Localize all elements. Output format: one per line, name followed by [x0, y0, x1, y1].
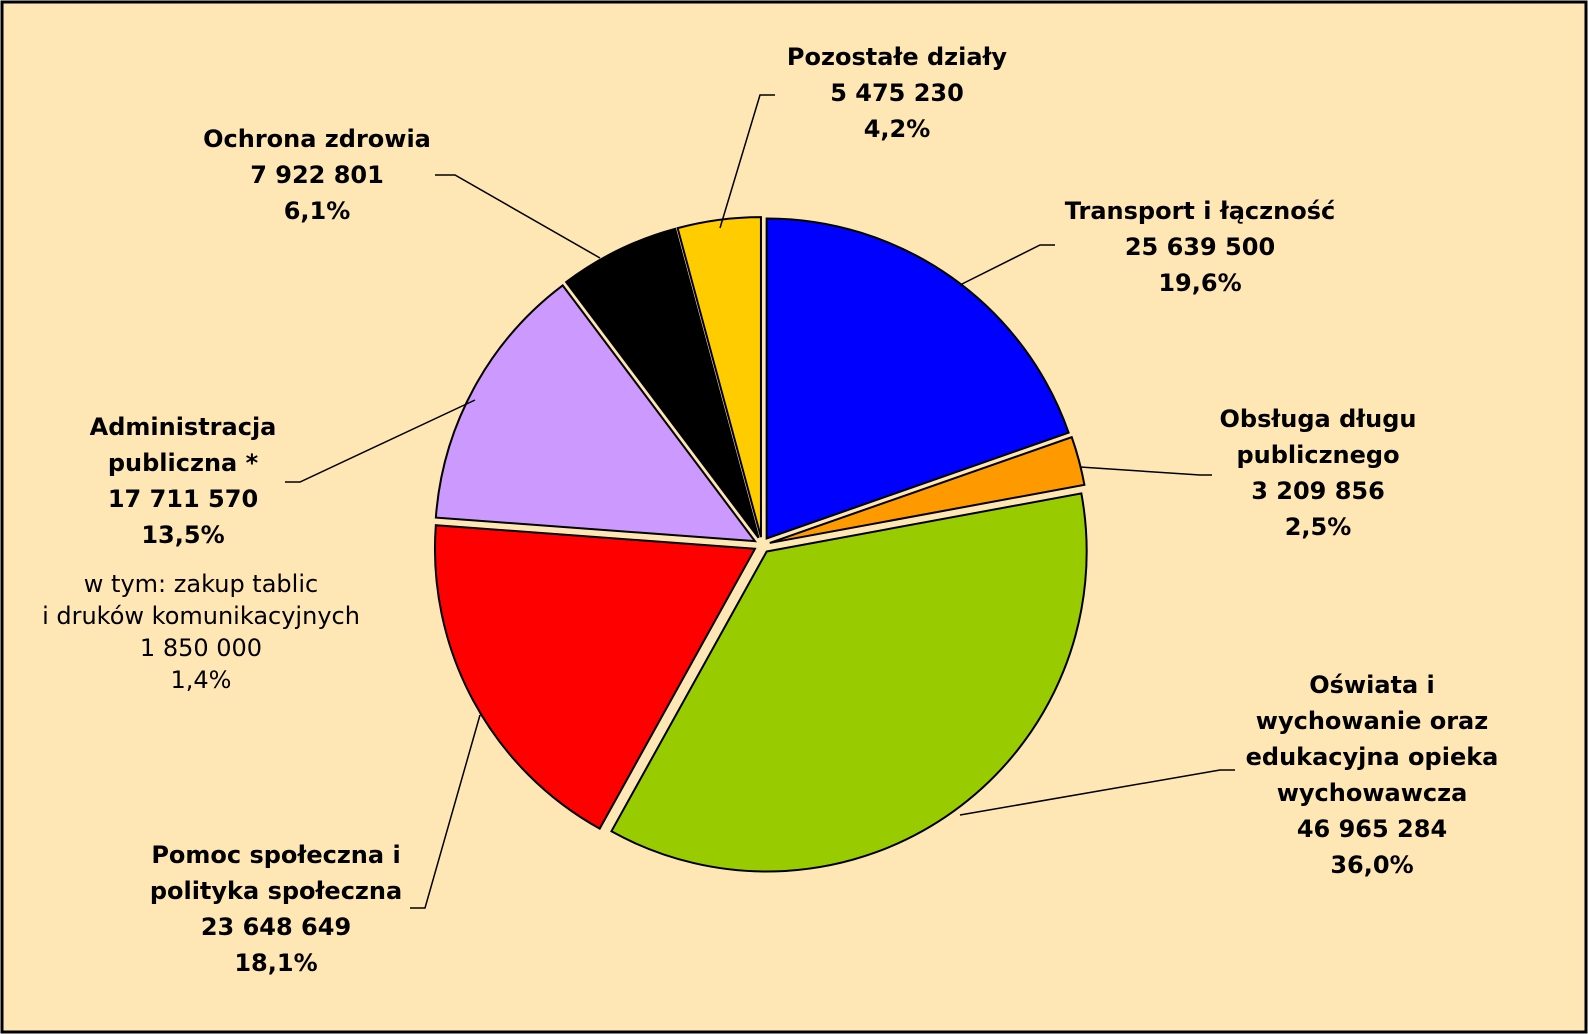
slice-label: Administracja [90, 413, 277, 441]
value-label: 23 648 649 [201, 913, 351, 941]
slice-label: Obsługa długu [1219, 405, 1416, 433]
percent-label: 36,0% [1330, 851, 1413, 879]
slice-label: Pozostałe działy [787, 43, 1008, 71]
leader-line [1079, 466, 1212, 476]
slice-label: edukacyjna opieka [1246, 743, 1499, 771]
slice-label: wychowanie oraz [1256, 707, 1488, 735]
percent-label: 19,6% [1158, 269, 1241, 297]
annotation: 1 850 000 [140, 634, 262, 662]
percent-label: 6,1% [284, 197, 351, 225]
value-label: 5 475 230 [830, 79, 964, 107]
annotation: w tym: zakup tablic [84, 570, 318, 598]
pie-slice [676, 216, 762, 538]
slice-label: Pomoc społeczna i [151, 841, 400, 869]
leader-line [285, 399, 476, 483]
value-label: 25 639 500 [1125, 233, 1275, 261]
slice-label: publiczna * [108, 449, 259, 477]
value-label: 7 922 801 [250, 161, 384, 189]
leader-line [410, 714, 481, 909]
value-label: 17 711 570 [108, 485, 258, 513]
leader-line [719, 94, 775, 229]
annotation: i druków komunikacyjnych [42, 602, 360, 630]
pie-slice [434, 283, 758, 543]
slice-label: Ochrona zdrowia [203, 125, 431, 153]
percent-label: 4,2% [864, 115, 931, 143]
pie-slice [610, 492, 1088, 873]
pie-slice [434, 524, 757, 830]
leader-line [959, 244, 1055, 286]
value-label: 3 209 856 [1251, 477, 1385, 505]
annotation: 1,4% [171, 666, 232, 694]
percent-label: 13,5% [141, 521, 224, 549]
leader-line [959, 769, 1235, 816]
slice-label: Transport i łączność [1065, 197, 1335, 225]
slice-label: polityka społeczna [150, 877, 402, 905]
percent-label: 2,5% [1285, 513, 1352, 541]
slice-label: Oświata i [1309, 671, 1435, 699]
pie-slice [564, 227, 760, 539]
percent-label: 18,1% [234, 949, 317, 977]
value-label: 46 965 284 [1297, 815, 1447, 843]
pie-slice [769, 435, 1086, 544]
leader-line [435, 174, 601, 259]
slice-label: publicznego [1236, 441, 1399, 469]
slice-label: wychowawcza [1277, 779, 1468, 807]
pie-slice [765, 217, 1070, 540]
